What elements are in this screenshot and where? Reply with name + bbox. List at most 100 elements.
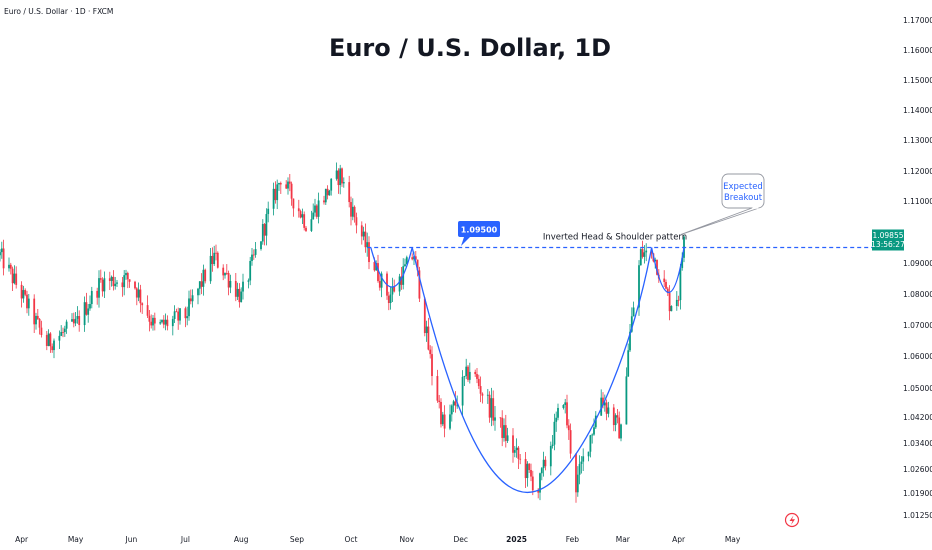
time-tick-label: Feb (566, 535, 580, 544)
candle-body (65, 321, 68, 329)
price-tick-label: 1.04200 (903, 413, 932, 422)
candle-body (429, 349, 432, 355)
candle-body (141, 303, 144, 306)
candle-body (530, 469, 532, 477)
candle-body (101, 279, 104, 292)
candle-body (519, 458, 522, 460)
candle-body (675, 299, 678, 307)
price-tick-label: 1.09000 (903, 259, 932, 268)
candle-body (373, 262, 376, 271)
candle-body (33, 298, 36, 325)
candle-body (616, 415, 619, 418)
candle-body (74, 318, 77, 324)
candle-body (252, 254, 255, 256)
candle-body (159, 322, 162, 324)
candle-body (27, 298, 30, 309)
time-tick-label: Mar (616, 535, 631, 544)
candle-body (627, 350, 630, 377)
candle-body (63, 328, 66, 333)
candle-body (121, 282, 124, 288)
candle-body (555, 417, 558, 422)
candle-body (90, 290, 93, 305)
candle-body (594, 415, 597, 428)
candle-body (8, 264, 10, 269)
symbol-info-text: Euro / U.S. Dollar · 1D · FXCM (4, 7, 113, 16)
candle-body (161, 319, 163, 323)
candle-body (477, 378, 480, 387)
time-tick-label: Oct (345, 535, 358, 544)
price-tick-label: 1.03400 (903, 439, 932, 448)
candle-body (605, 402, 608, 414)
candle-body (341, 168, 343, 184)
price-tick-label: 1.13000 (903, 136, 932, 145)
candle-body (110, 276, 113, 281)
candle-body (537, 490, 540, 493)
candle-body (391, 286, 394, 295)
candle-body (517, 447, 520, 459)
candle-body (557, 407, 559, 418)
candle-body (24, 290, 27, 295)
candle-body (249, 260, 252, 281)
time-axis[interactable]: Apr May Jun Jul Aug Sep Oct Nov Dec 2025 Feb Mar Apr… (15, 535, 741, 544)
candle-body (242, 281, 244, 292)
candle-body (83, 302, 86, 326)
candle-body (506, 435, 509, 441)
candle-body (643, 252, 646, 257)
candle-body (452, 401, 455, 406)
candle-body (591, 434, 594, 436)
candle-body (355, 217, 358, 226)
candle-body (278, 183, 280, 185)
alert-icon[interactable] (784, 512, 800, 528)
callout-text-line: Breakout (724, 193, 763, 203)
candle-body (582, 456, 585, 462)
time-tick-label: Apr (672, 535, 686, 544)
time-tick-label: Nov (399, 535, 414, 544)
price-tick-label: 1.08000 (903, 290, 932, 299)
candle-body (663, 278, 666, 282)
candle-body (503, 425, 505, 438)
candle-body (290, 183, 293, 199)
candle-body (323, 200, 325, 203)
candle-body (288, 181, 291, 184)
candle-body (454, 401, 457, 406)
candle-body (305, 227, 307, 231)
callout-pointer (680, 207, 760, 236)
candle-body (411, 257, 414, 260)
candle-body (99, 278, 102, 280)
candle-body (229, 281, 232, 288)
candle-body (602, 397, 604, 406)
candle-body (166, 319, 169, 327)
badge-pointer (461, 237, 470, 246)
candle-body (339, 168, 342, 186)
candle-body (645, 250, 648, 253)
price-tick-label: 1.01250 (903, 511, 932, 520)
candle-body (103, 278, 106, 292)
candle-body (254, 249, 257, 255)
candle-body (164, 319, 167, 325)
candle-body (580, 461, 583, 464)
candle-body (551, 444, 554, 446)
candle-body (150, 321, 153, 326)
candle-body (11, 268, 14, 284)
candle-body (153, 317, 156, 324)
price-axis[interactable]: 1.17000 1.16000 1.15000 1.14000 1.13000 1.120… (903, 16, 932, 520)
candle-body (414, 256, 417, 260)
candle-body (261, 224, 264, 242)
candle-body (22, 290, 25, 299)
candle-body (146, 305, 149, 316)
candle-body (116, 282, 118, 284)
candle-body (78, 316, 81, 326)
candle-body (49, 333, 52, 347)
right-shoulder-curve (650, 247, 685, 294)
candle-body (629, 331, 631, 351)
price-tick-label: 1.14000 (903, 106, 932, 115)
candle-body (299, 211, 302, 218)
candle-body (297, 208, 300, 212)
candle-body (274, 188, 277, 201)
time-tick-label: Jun (125, 535, 138, 544)
candle-body (72, 319, 75, 324)
candle-body (494, 417, 496, 421)
candle-body (265, 214, 268, 236)
candle-body (0, 248, 3, 253)
